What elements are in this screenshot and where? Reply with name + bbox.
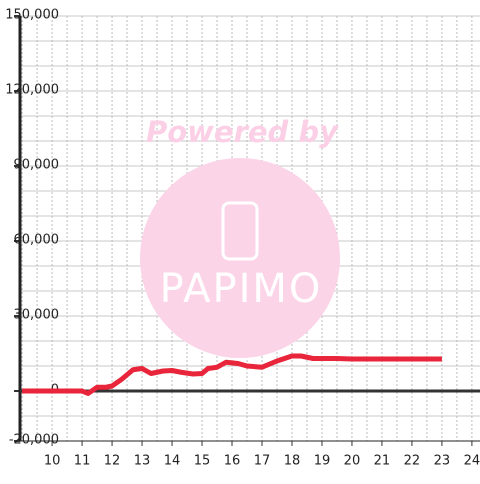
x-tick-label: 17 — [254, 454, 271, 469]
x-tick-label: 11 — [74, 454, 91, 469]
y-tick-label: 30,000 — [14, 308, 60, 323]
y-tick-label: 60,000 — [14, 233, 60, 248]
x-tick-label: 23 — [434, 454, 451, 469]
x-tick-label: 16 — [224, 454, 241, 469]
x-tick-label: 12 — [104, 454, 121, 469]
x-tick-label: 22 — [404, 454, 421, 469]
y-tick-label: 120,000 — [5, 83, 59, 98]
x-tick-label: 20 — [344, 454, 361, 469]
watermark-phone — [221, 201, 259, 261]
watermark: Powered by PAPIMO — [140, 115, 340, 358]
x-tick-label: 14 — [164, 454, 181, 469]
y-tick-label: -20,000 — [9, 433, 59, 448]
y-tick-label: 90,000 — [14, 158, 60, 173]
watermark-top: Powered by — [146, 115, 339, 149]
x-tick-label: 24 — [464, 454, 480, 469]
watermark-logo: PAPIMO — [160, 266, 323, 312]
y-tick-label: 150,000 — [5, 8, 59, 23]
x-tick-label: 15 — [194, 454, 211, 469]
x-tick-label: 13 — [134, 454, 151, 469]
x-tick-label: 18 — [284, 454, 301, 469]
line — [22, 353, 442, 396]
x-tick-label: 10 — [44, 454, 61, 469]
x-tick-label: 21 — [374, 454, 391, 469]
x-tick-label: 19 — [314, 454, 331, 469]
